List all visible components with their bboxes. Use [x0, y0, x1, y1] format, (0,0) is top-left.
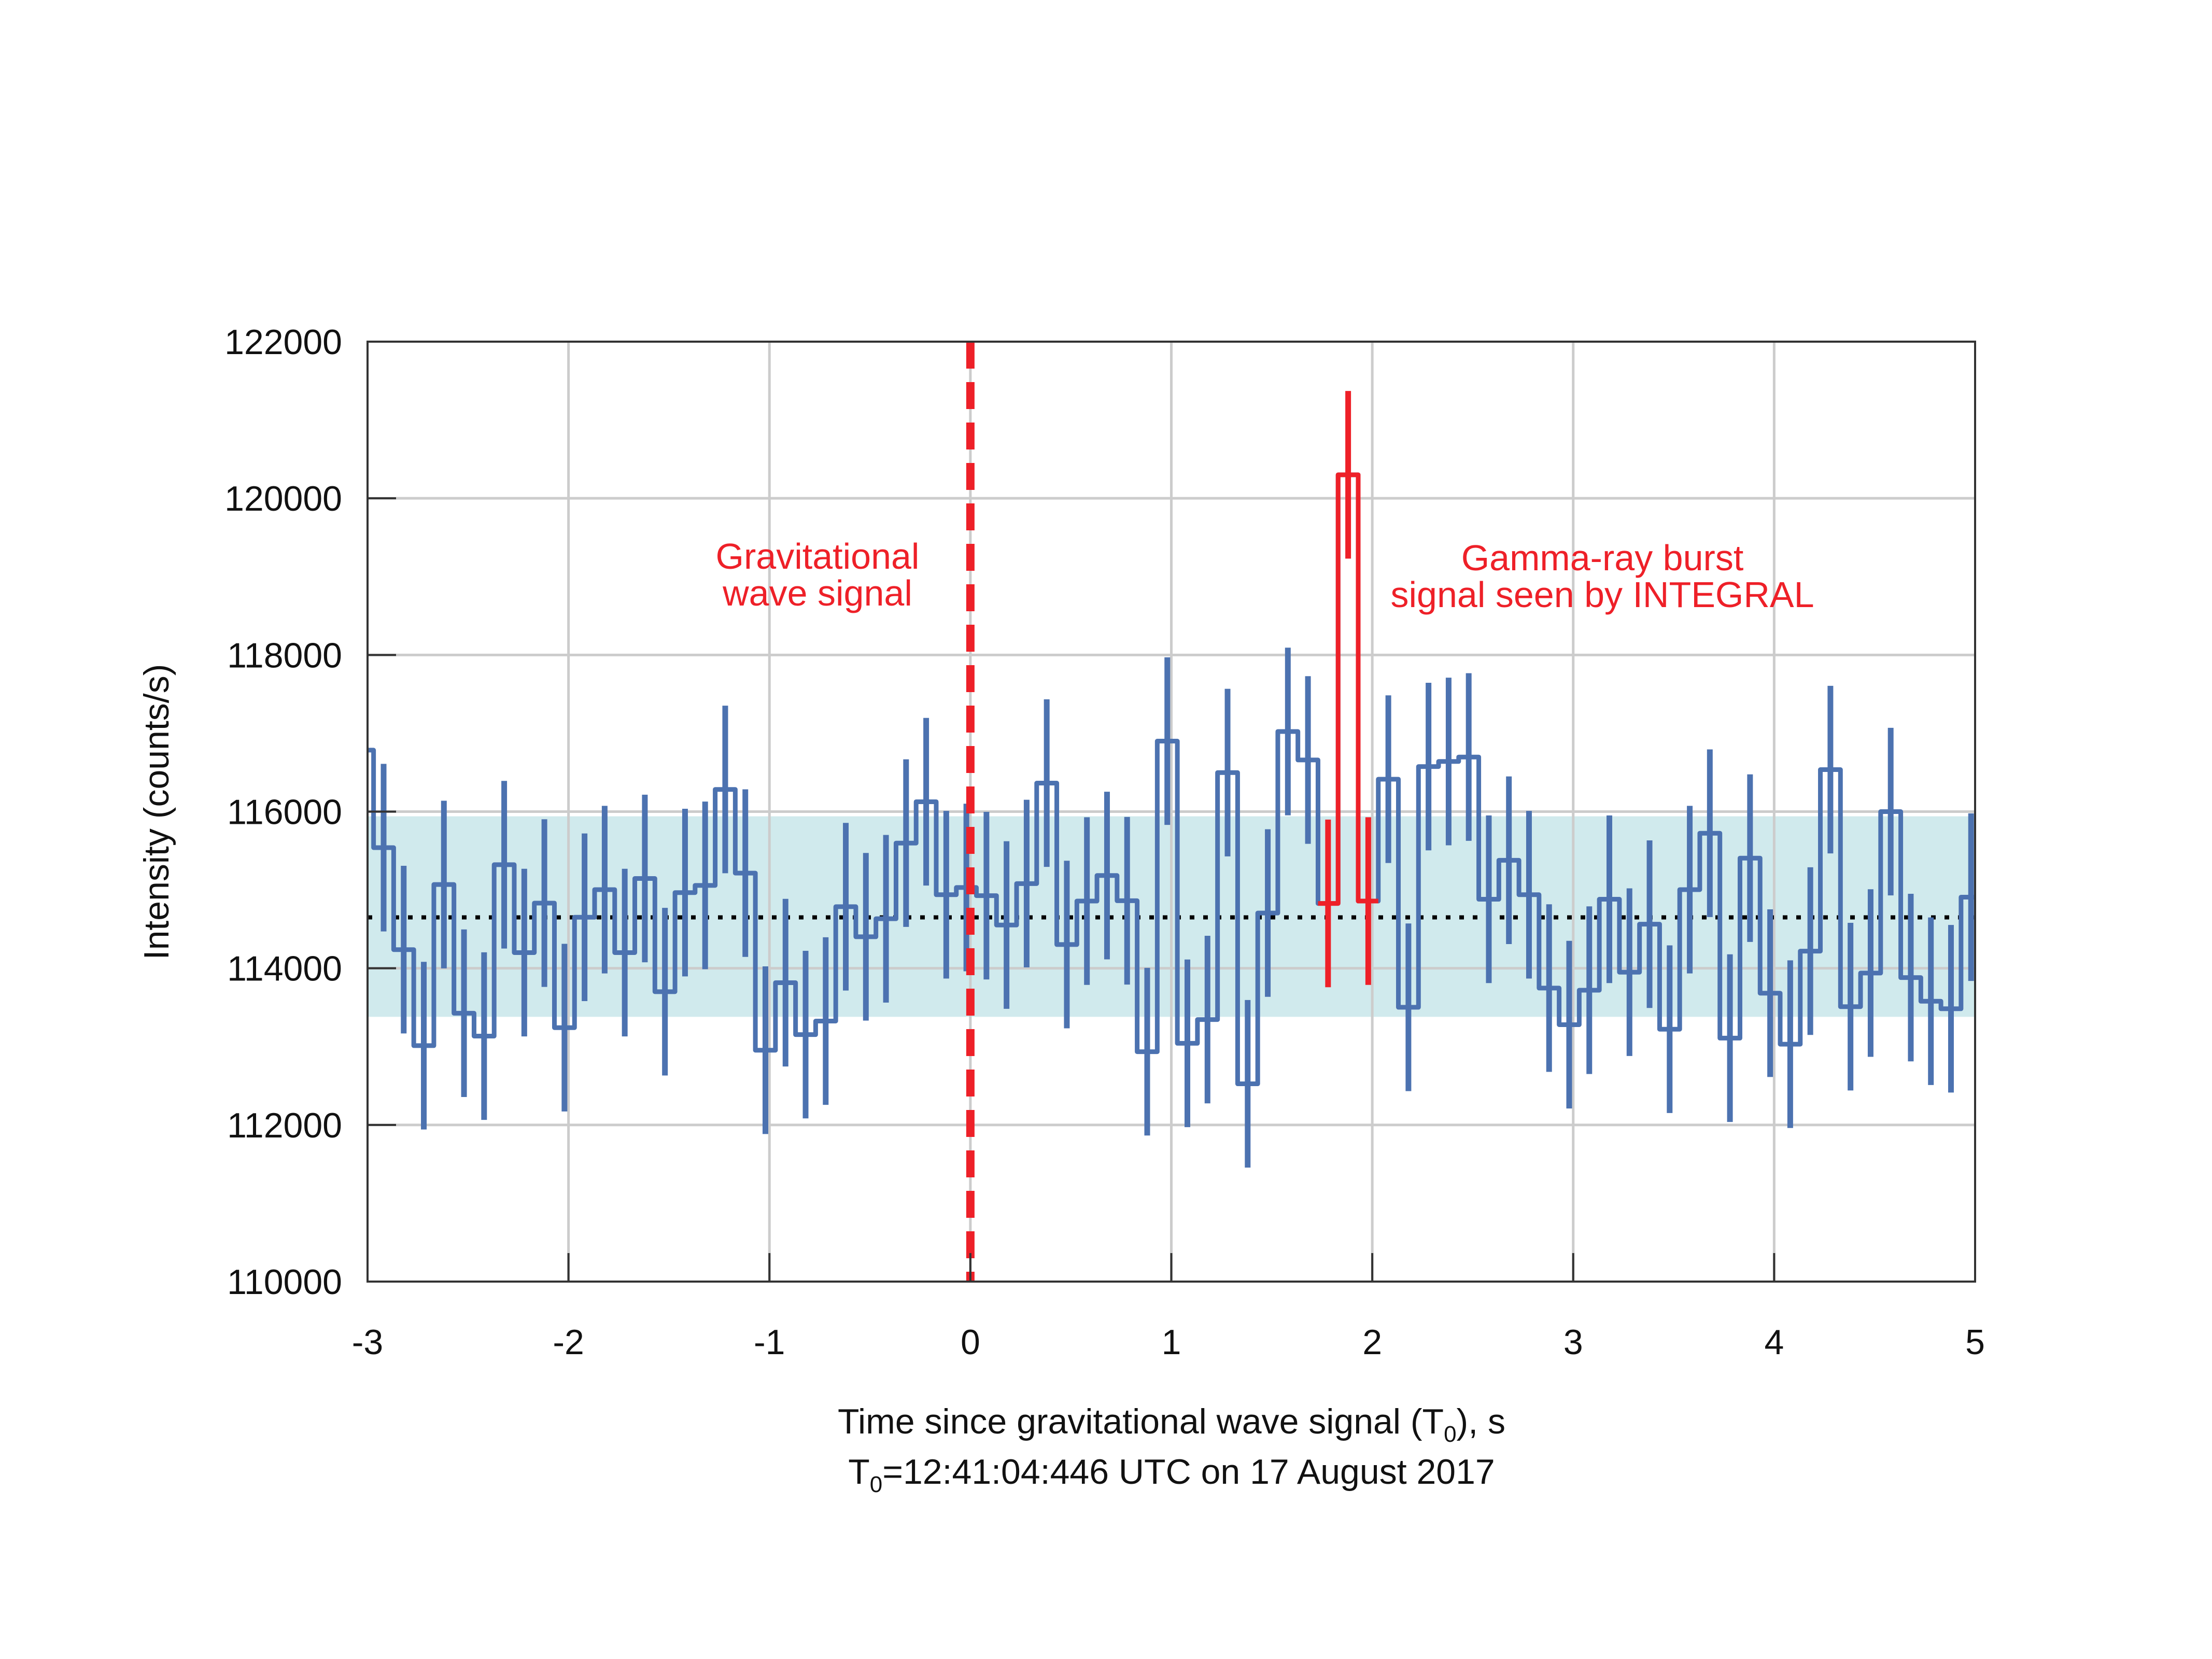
x-axis-label-main: Time since gravitational wave signal (T — [838, 1402, 1444, 1441]
y-tick-label: 114000 — [227, 949, 342, 989]
series-layer — [368, 391, 1975, 1168]
grid-layer — [368, 342, 1975, 1282]
y-tick-label: 116000 — [227, 793, 342, 832]
x-axis-label-subscript: 0 — [1444, 1422, 1456, 1447]
t0-label-tail: =12:41:04:446 UTC on 17 August 2017 — [882, 1452, 1495, 1492]
x-tick-label: 0 — [961, 1323, 980, 1362]
grb-annotation-line2: signal seen by INTEGRAL — [1390, 574, 1814, 615]
gw-annotation-line1: Gravitational — [716, 536, 920, 577]
gw-annotation-line2: wave signal — [722, 573, 912, 613]
x-tick-label: -2 — [553, 1323, 584, 1362]
x-axis-label-tail: ), s — [1457, 1402, 1505, 1441]
y-tick-label: 120000 — [224, 479, 342, 518]
x-tick-label: 2 — [1362, 1323, 1382, 1362]
grb-annotation-line1: Gamma-ray burst — [1461, 538, 1744, 578]
x-tick-label: 5 — [1965, 1323, 1985, 1362]
t0-label-subscript: 0 — [870, 1472, 882, 1497]
x-axis-label-line2: T0=12:41:04:446 UTC on 17 August 2017 — [848, 1452, 1495, 1497]
y-tick-label: 112000 — [227, 1106, 342, 1145]
x-tick-label: -3 — [352, 1323, 383, 1362]
x-tick-label: 1 — [1162, 1323, 1181, 1362]
tick-layer: -3 -2 -1 0 1 2 3 4 5 110000 112000 114000 116000 1180… — [224, 322, 1985, 1362]
x-axis-label: Time since gravitational wave signal (T0… — [838, 1402, 1505, 1447]
t0-label-main: T — [848, 1452, 870, 1492]
x-tick-label: -1 — [754, 1323, 785, 1362]
y-tick-label: 110000 — [227, 1262, 342, 1302]
x-tick-label: 3 — [1563, 1323, 1583, 1362]
y-tick-label: 118000 — [227, 636, 342, 675]
x-tick-label: 4 — [1764, 1323, 1784, 1362]
y-tick-label: 122000 — [224, 322, 342, 362]
y-axis-label: Intensity (counts/s) — [137, 664, 176, 960]
